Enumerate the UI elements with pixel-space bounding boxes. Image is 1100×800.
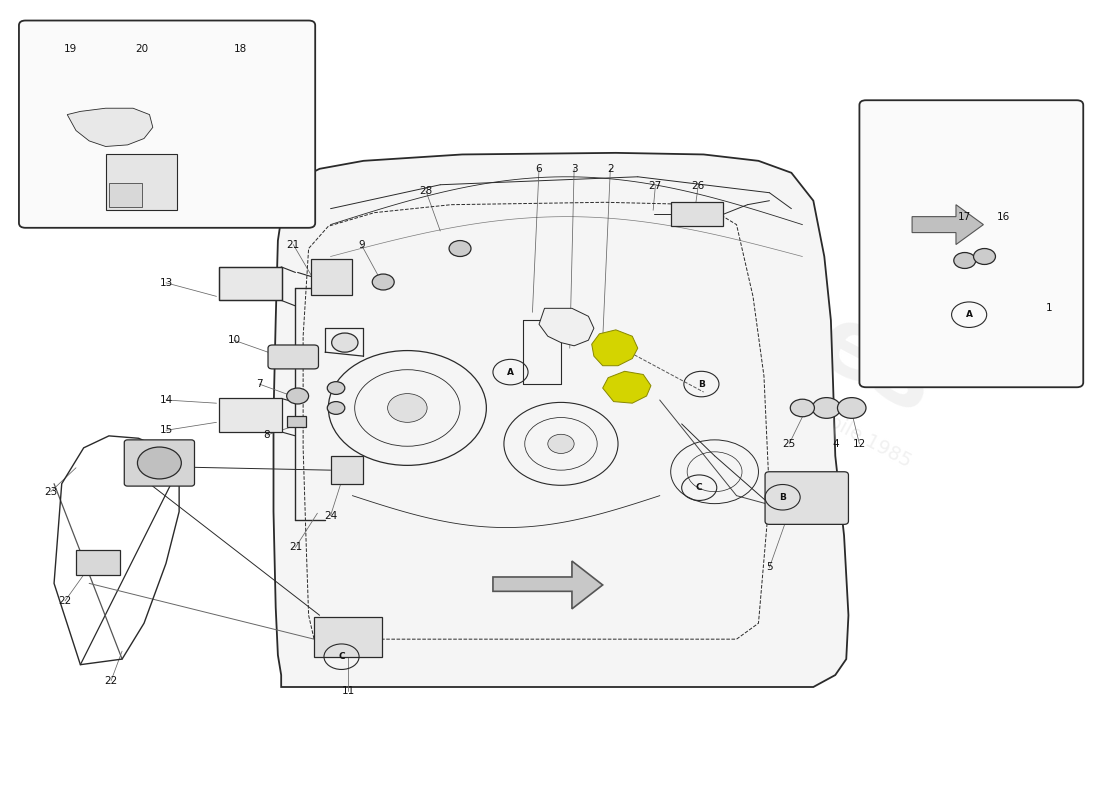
Text: 21: 21 <box>287 239 300 250</box>
Circle shape <box>954 253 976 269</box>
Circle shape <box>974 249 996 265</box>
Circle shape <box>812 398 840 418</box>
FancyBboxPatch shape <box>124 440 195 486</box>
Text: 27: 27 <box>649 182 662 191</box>
Text: eu•es: eu•es <box>632 206 950 434</box>
Text: 25: 25 <box>782 439 795 449</box>
Text: C: C <box>338 652 344 662</box>
FancyBboxPatch shape <box>950 292 990 313</box>
Polygon shape <box>936 285 1013 322</box>
Circle shape <box>387 394 427 422</box>
Text: 9: 9 <box>358 239 364 250</box>
Text: 16: 16 <box>997 212 1010 222</box>
Polygon shape <box>274 153 848 687</box>
Bar <box>76 550 120 575</box>
Text: 26: 26 <box>692 182 705 191</box>
Text: B: B <box>698 379 705 389</box>
FancyBboxPatch shape <box>19 21 316 228</box>
Text: 2: 2 <box>607 164 614 174</box>
Text: 22: 22 <box>58 596 72 606</box>
Bar <box>219 398 283 432</box>
Bar <box>331 456 363 484</box>
Circle shape <box>287 388 309 404</box>
Bar <box>287 416 307 427</box>
Text: 8: 8 <box>264 430 271 440</box>
Circle shape <box>837 398 866 418</box>
Polygon shape <box>539 308 594 346</box>
FancyBboxPatch shape <box>268 345 319 369</box>
Text: 13: 13 <box>160 278 173 288</box>
Circle shape <box>328 382 344 394</box>
Text: 12: 12 <box>852 439 866 449</box>
Text: passion for the automobile 1985: passion for the automobile 1985 <box>625 305 914 471</box>
Bar <box>315 617 382 657</box>
Bar <box>106 154 177 210</box>
Polygon shape <box>603 371 651 403</box>
Text: A: A <box>966 310 972 319</box>
Bar <box>109 183 142 207</box>
FancyBboxPatch shape <box>766 472 848 524</box>
Text: 22: 22 <box>104 676 118 686</box>
Text: 20: 20 <box>135 44 149 54</box>
Circle shape <box>449 241 471 257</box>
Text: 1: 1 <box>1046 303 1053 314</box>
Bar <box>671 202 724 226</box>
Circle shape <box>328 402 344 414</box>
Circle shape <box>138 447 182 479</box>
Text: 10: 10 <box>228 335 241 346</box>
Text: 7: 7 <box>256 379 263 389</box>
Text: 23: 23 <box>44 486 57 497</box>
Text: 14: 14 <box>160 395 173 405</box>
Bar <box>219 267 283 300</box>
FancyBboxPatch shape <box>859 100 1084 387</box>
Text: 5: 5 <box>766 562 773 573</box>
Text: 6: 6 <box>536 164 542 174</box>
Polygon shape <box>592 330 638 366</box>
Text: 21: 21 <box>289 542 302 553</box>
Polygon shape <box>67 108 153 146</box>
Text: 19: 19 <box>64 44 77 54</box>
Text: B: B <box>779 493 786 502</box>
Text: 11: 11 <box>341 686 354 696</box>
Text: 17: 17 <box>958 212 971 222</box>
Circle shape <box>790 399 814 417</box>
Text: 18: 18 <box>234 44 248 54</box>
Text: 24: 24 <box>323 510 338 521</box>
Text: 3: 3 <box>571 164 578 174</box>
Bar <box>219 267 283 300</box>
Polygon shape <box>912 205 983 245</box>
Circle shape <box>372 274 394 290</box>
Circle shape <box>332 333 358 352</box>
Text: 28: 28 <box>419 186 432 196</box>
Circle shape <box>548 434 574 454</box>
Text: C: C <box>696 483 703 492</box>
Text: a passion for the automobile: a passion for the automobile <box>525 383 707 489</box>
Text: A: A <box>507 367 514 377</box>
Text: 4: 4 <box>832 439 838 449</box>
Text: 15: 15 <box>160 426 173 435</box>
Polygon shape <box>493 561 603 609</box>
Bar <box>311 259 352 294</box>
